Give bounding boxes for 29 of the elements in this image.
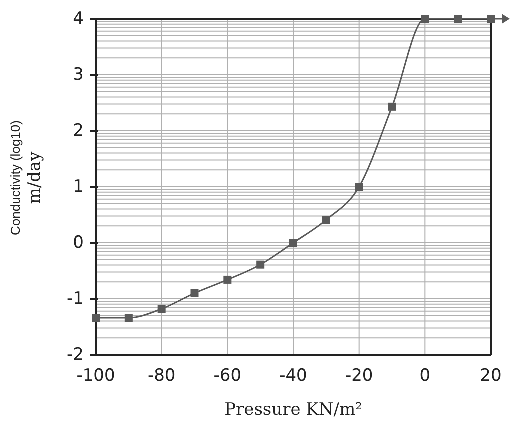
point [224,276,232,284]
x-tick-label: -60 [214,366,242,386]
x-tick-label: -40 [280,366,308,386]
x-tick-label: 20 [480,366,502,386]
point [124,314,133,322]
y-tick-label: 4 [73,9,84,29]
x-axis-title: Pressure KN/m² [224,400,362,420]
x-tick-label: -100 [76,366,116,386]
y-tick-label: 3 [73,65,84,85]
y-axis-title: Conductivity (log10) m/day [8,120,45,236]
point [388,102,396,111]
point [256,260,265,269]
point [355,183,364,191]
point [290,239,298,247]
y-tick-label: 0 [73,233,84,253]
x-tick-label: -80 [148,366,176,386]
y-tick-label: -1 [67,289,84,309]
point [190,289,199,298]
point [487,15,495,23]
y-tick-label: -2 [67,345,84,365]
point [454,15,462,23]
point [92,314,100,322]
point [421,15,430,23]
point [322,216,330,224]
point [158,305,166,314]
y-tick-label: 2 [73,121,84,141]
x-tick-label: -20 [345,366,374,386]
y-tick-label: 1 [73,177,84,197]
x-tick-label: 0 [420,366,431,386]
